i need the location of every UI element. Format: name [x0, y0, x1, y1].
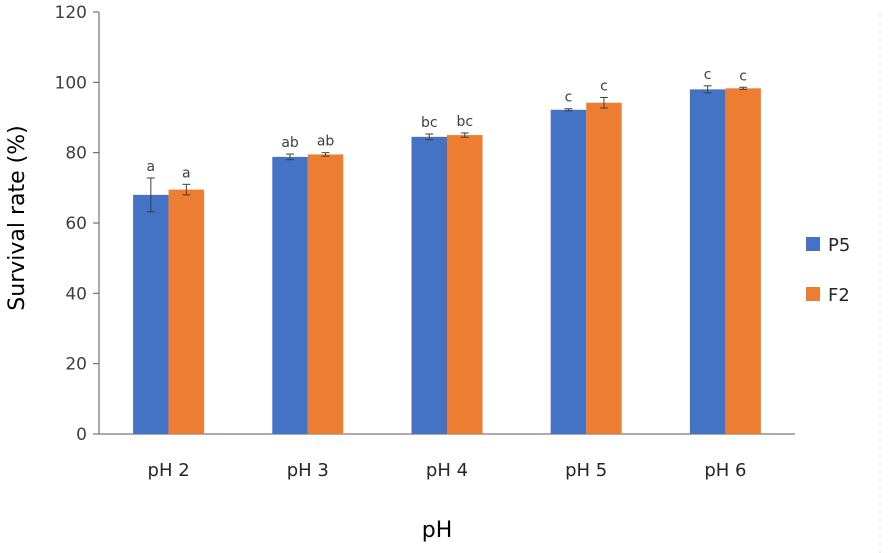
x-category-label: pH 5 — [565, 460, 607, 481]
significance-label: bc — [421, 115, 438, 131]
legend-label-f2: F2 — [828, 285, 850, 306]
x-axis-title: pH — [422, 518, 453, 543]
bar-p5 — [550, 109, 587, 434]
bar-f2 — [725, 88, 761, 434]
legend: P5 F2 — [806, 235, 850, 306]
significance-label: c — [600, 78, 608, 94]
bar-f2 — [168, 189, 205, 434]
bar-p5 — [272, 156, 308, 435]
legend-label-p5: P5 — [828, 235, 850, 256]
bar-p5 — [689, 89, 726, 434]
significance-label: c — [704, 67, 712, 83]
y-tick-label: 0 — [76, 425, 87, 445]
y-tick-label: 120 — [55, 3, 87, 23]
bar-f2 — [586, 102, 622, 434]
significance-label: ab — [281, 135, 299, 151]
x-category-label: pH 3 — [287, 460, 329, 481]
y-tick-label: 60 — [65, 214, 87, 234]
bars-group — [133, 88, 761, 435]
bar-f2 — [447, 135, 483, 435]
bar-p5 — [411, 136, 447, 434]
bar-p5 — [133, 194, 169, 434]
significance-label: ab — [317, 134, 335, 150]
y-tick-label: 20 — [65, 355, 87, 375]
significance-label: a — [147, 159, 156, 175]
y-tick-label: 40 — [65, 284, 87, 304]
significance-labels-group: a a ab ab bc bc c c c c — [147, 67, 747, 181]
error-bars-group — [146, 85, 748, 213]
significance-label: a — [182, 165, 191, 181]
legend-swatch-p5 — [806, 237, 820, 251]
y-tick-label: 80 — [65, 144, 87, 164]
bar-f2 — [307, 154, 344, 435]
significance-label: c — [565, 90, 573, 106]
x-category-label: pH 2 — [148, 460, 190, 481]
y-axis-title: Survival rate (%) — [5, 125, 30, 310]
x-category-label: pH 6 — [704, 460, 746, 481]
x-category-label: pH 4 — [426, 460, 468, 481]
y-tick-label: 100 — [55, 73, 87, 93]
y-ticks-group: 0 20 40 60 80 100 120 — [55, 3, 99, 445]
legend-swatch-f2 — [806, 287, 820, 301]
significance-label: bc — [456, 114, 473, 130]
significance-label: c — [739, 68, 747, 84]
category-labels-group: pH 2 pH 3 pH 4 pH 5 pH 6 — [148, 460, 747, 481]
